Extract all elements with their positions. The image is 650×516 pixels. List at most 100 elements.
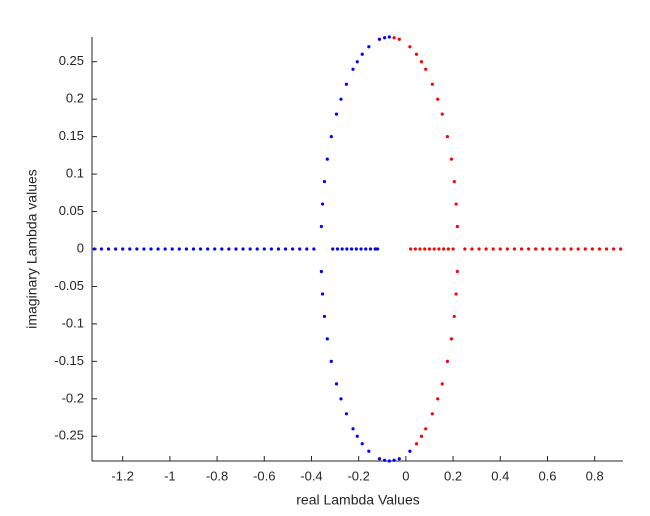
point [377, 457, 382, 461]
point [234, 247, 238, 251]
point [392, 36, 396, 40]
x-tick-label: -0.2 [347, 468, 369, 483]
x-tick-label: -0.6 [253, 468, 275, 483]
point [455, 224, 459, 229]
point [354, 247, 358, 251]
point [590, 247, 594, 251]
point [408, 45, 412, 49]
point [373, 247, 377, 251]
point [413, 247, 417, 251]
point [121, 247, 125, 251]
point [177, 247, 181, 251]
point [387, 35, 391, 39]
point [360, 52, 364, 56]
point [491, 247, 495, 251]
point [454, 292, 458, 296]
x-tick-label: 0.4 [491, 468, 509, 483]
x-tick-label: -0.8 [206, 468, 228, 483]
point [449, 337, 454, 341]
x-tick-label: -0.4 [300, 468, 322, 483]
point [418, 247, 422, 251]
point [156, 247, 160, 251]
point [276, 247, 281, 251]
point [527, 247, 531, 251]
y-tick-label: 0.2 [66, 91, 84, 106]
y-tick-label: -0.2 [62, 390, 84, 405]
point [184, 247, 188, 251]
point [440, 382, 444, 386]
point [367, 45, 371, 49]
point [334, 112, 339, 116]
point [149, 247, 153, 251]
point [512, 247, 517, 251]
point [329, 135, 333, 139]
point [408, 449, 412, 453]
point [452, 179, 456, 184]
point [128, 247, 132, 251]
point [322, 179, 327, 184]
y-tick-label: 0 [77, 240, 84, 255]
point [387, 459, 391, 463]
point [355, 60, 359, 64]
point [345, 247, 349, 251]
point [142, 247, 146, 251]
y-tick-label: -0.05 [54, 278, 84, 293]
point [555, 247, 559, 251]
point [432, 247, 436, 251]
point [255, 247, 259, 251]
point [298, 247, 302, 251]
point [367, 449, 371, 453]
point [191, 247, 196, 251]
point [325, 157, 329, 161]
point [383, 36, 387, 40]
point [262, 247, 266, 251]
point [562, 247, 566, 251]
point [436, 397, 440, 401]
point [241, 247, 245, 251]
point [409, 247, 413, 251]
point [597, 247, 602, 251]
point [548, 247, 552, 251]
point [569, 247, 573, 251]
point [99, 247, 104, 251]
point [383, 458, 387, 462]
point [220, 247, 224, 251]
point [576, 247, 580, 251]
point [440, 112, 444, 116]
y-tick-label: 0.05 [59, 203, 84, 218]
point [206, 247, 210, 251]
point [377, 37, 382, 41]
x-tick-label: 0.8 [586, 468, 604, 483]
point [170, 247, 174, 251]
point [92, 247, 96, 251]
x-tick-label: 0 [402, 468, 409, 483]
point [477, 247, 481, 251]
point [397, 457, 401, 461]
point [114, 247, 118, 251]
point [619, 247, 623, 251]
point [198, 247, 203, 251]
point [248, 247, 252, 251]
point [334, 382, 339, 386]
point [320, 292, 325, 296]
point [319, 269, 323, 274]
point [541, 247, 545, 251]
point [335, 247, 340, 251]
point [359, 247, 363, 251]
x-tick-label: -1.2 [111, 468, 133, 483]
point [583, 247, 587, 251]
point [505, 247, 509, 251]
point [392, 458, 396, 462]
point [424, 67, 428, 71]
y-tick-label: 0.25 [59, 53, 84, 68]
y-tick-label: 0.15 [59, 128, 84, 143]
point [364, 247, 368, 251]
point [427, 247, 432, 251]
point [350, 247, 354, 251]
point [319, 224, 323, 229]
point [375, 247, 380, 251]
point [351, 67, 355, 71]
x-tick-label: 0.2 [444, 468, 462, 483]
